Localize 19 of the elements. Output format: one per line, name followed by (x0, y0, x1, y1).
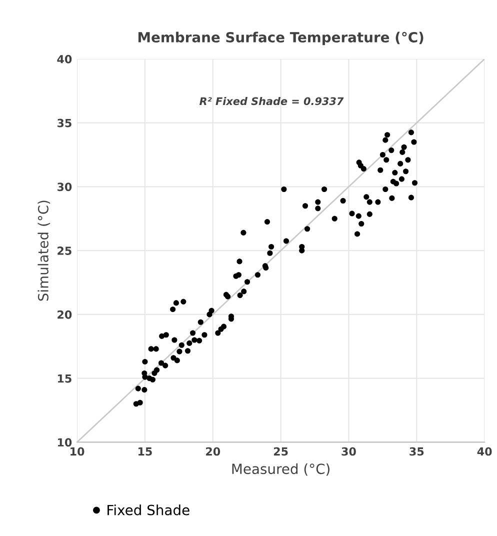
y-tick-label: 35 (57, 118, 72, 128)
x-tick-label: 10 (70, 447, 84, 456)
annotation: R² Fixed Shade = 0.9337 (200, 97, 344, 106)
chart-title: Membrane Surface Temperature (°C) (138, 32, 424, 46)
y-axis-title: Simulated (°C) (38, 200, 50, 301)
x-tick-label: 40 (477, 447, 492, 456)
x-tick-label: 20 (206, 447, 220, 456)
y-tick-label: 10 (58, 438, 72, 447)
y-tick-label: 40 (57, 54, 72, 64)
x-tick-label: 35 (410, 447, 424, 456)
x-axis-title: Measured (°C) (232, 463, 330, 476)
legend-label: Fixed Shade (108, 504, 190, 516)
y-tick-label: 30 (57, 182, 72, 192)
y-tick-label: 20 (58, 310, 72, 319)
x-tick-label: 15 (138, 447, 152, 456)
x-tick-label: 25 (274, 447, 288, 456)
x-tick-label: 30 (342, 447, 356, 456)
y-tick-label: 25 (58, 246, 72, 255)
y-tick-label: 15 (58, 374, 72, 383)
